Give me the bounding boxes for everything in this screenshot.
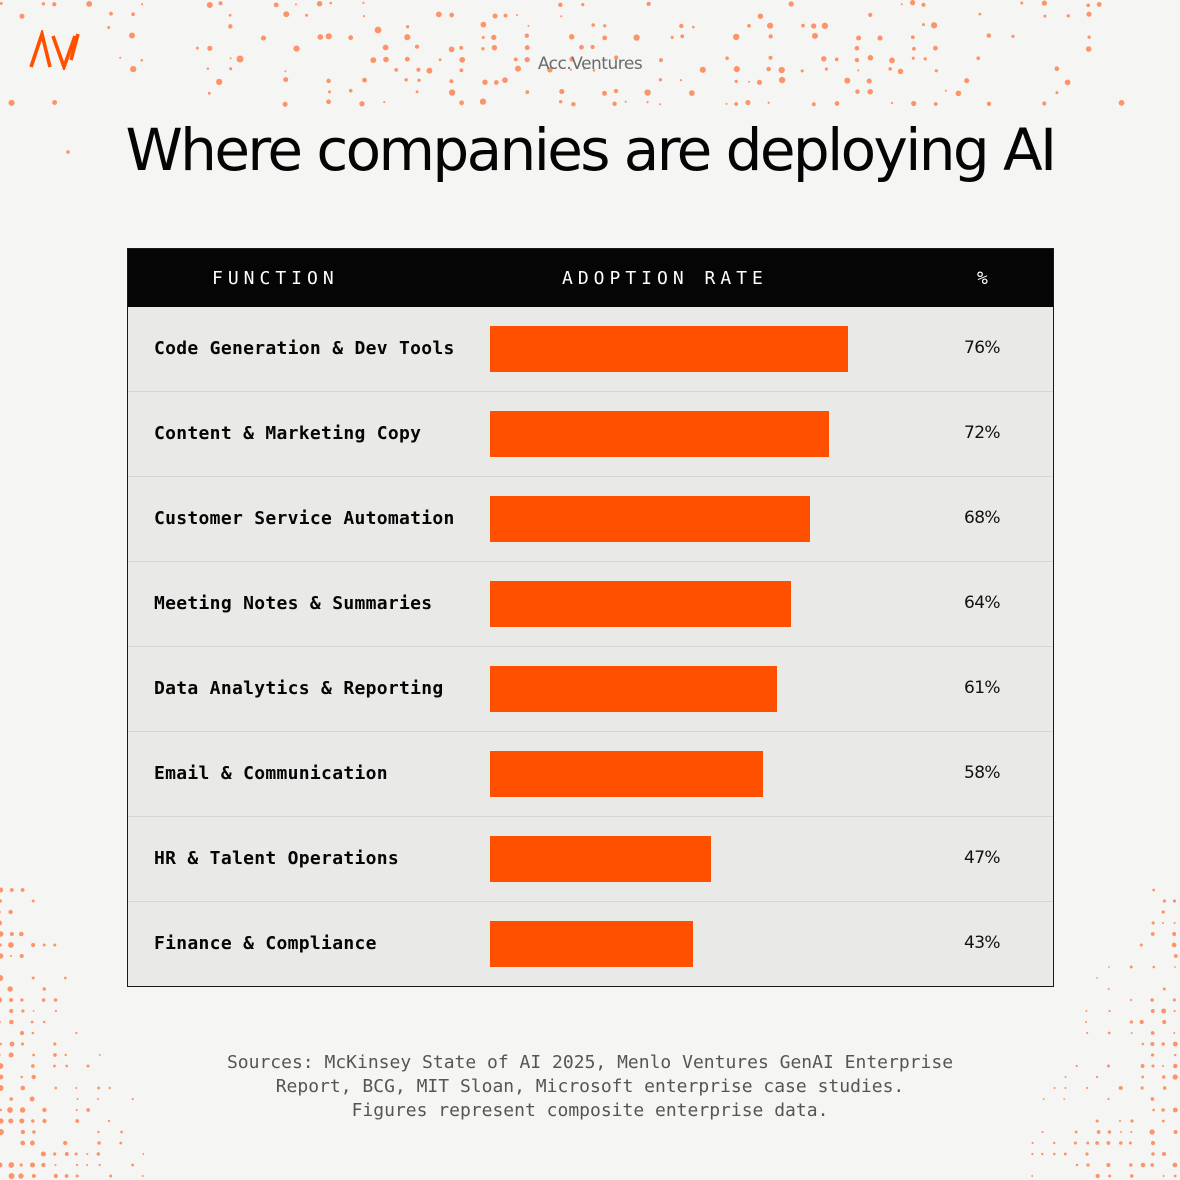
adoption-bar <box>490 581 791 627</box>
brand-name: Acc.Ventures <box>537 54 643 74</box>
function-label: Content & Marketing Copy <box>154 423 422 444</box>
adoption-value-label: 43% <box>964 933 1001 953</box>
adoption-bar <box>490 496 810 542</box>
table-row: Finance & Compliance 43% <box>128 901 1053 986</box>
adoption-value-label: 61% <box>964 678 1001 698</box>
table-row: Content & Marketing Copy 72% <box>128 391 1053 476</box>
adoption-bar <box>490 326 848 372</box>
table-row: Email & Communication 58% <box>128 731 1053 816</box>
adoption-value-label: 58% <box>964 763 1001 783</box>
function-label: Meeting Notes & Summaries <box>154 593 433 614</box>
adoption-value-label: 72% <box>964 423 1001 443</box>
av-logo-icon <box>29 30 80 70</box>
table-row: Meeting Notes & Summaries 64% <box>128 561 1053 646</box>
table-header: FUNCTION ADOPTION RATE % <box>128 249 1053 307</box>
adoption-table: FUNCTION ADOPTION RATE % Code Generation… <box>127 248 1054 987</box>
adoption-bar <box>490 921 693 967</box>
table-body: Code Generation & Dev Tools 76% Content & … <box>128 307 1053 986</box>
adoption-bar <box>490 666 777 712</box>
function-label: Code Generation & Dev Tools <box>154 338 455 359</box>
adoption-value-label: 68% <box>964 508 1001 528</box>
sources-line-1: Sources: McKinsey State of AI 2025, Menl… <box>226 1052 954 1073</box>
adoption-bar <box>490 836 711 882</box>
function-label: HR & Talent Operations <box>154 848 400 869</box>
sources-line-3: Figures represent composite enterprise d… <box>351 1100 829 1121</box>
page-title: Where companies are deploying AI <box>125 116 1057 184</box>
adoption-value-label: 76% <box>964 338 1001 358</box>
adoption-bar <box>490 751 763 797</box>
table-row: Code Generation & Dev Tools 76% <box>128 307 1053 391</box>
function-label: Data Analytics & Reporting <box>154 678 444 699</box>
table-row: HR & Talent Operations 47% <box>128 816 1053 901</box>
table-row: Data Analytics & Reporting 61% <box>128 646 1053 731</box>
adoption-value-label: 64% <box>964 593 1001 613</box>
table-row: Customer Service Automation 68% <box>128 476 1053 561</box>
adoption-bar <box>490 411 829 457</box>
function-label: Finance & Compliance <box>154 933 377 954</box>
function-label: Email & Communication <box>154 763 388 784</box>
header-function: FUNCTION <box>212 268 339 289</box>
sources-line-2: Report, BCG, MIT Sloan, Microsoft enterp… <box>275 1076 905 1097</box>
function-label: Customer Service Automation <box>154 508 455 529</box>
adoption-value-label: 47% <box>964 848 1001 868</box>
sources-note: Sources: McKinsey State of AI 2025, Menl… <box>150 1051 1030 1123</box>
header-percent: % <box>977 268 993 289</box>
header-adoption-rate: ADOPTION RATE <box>562 268 768 289</box>
